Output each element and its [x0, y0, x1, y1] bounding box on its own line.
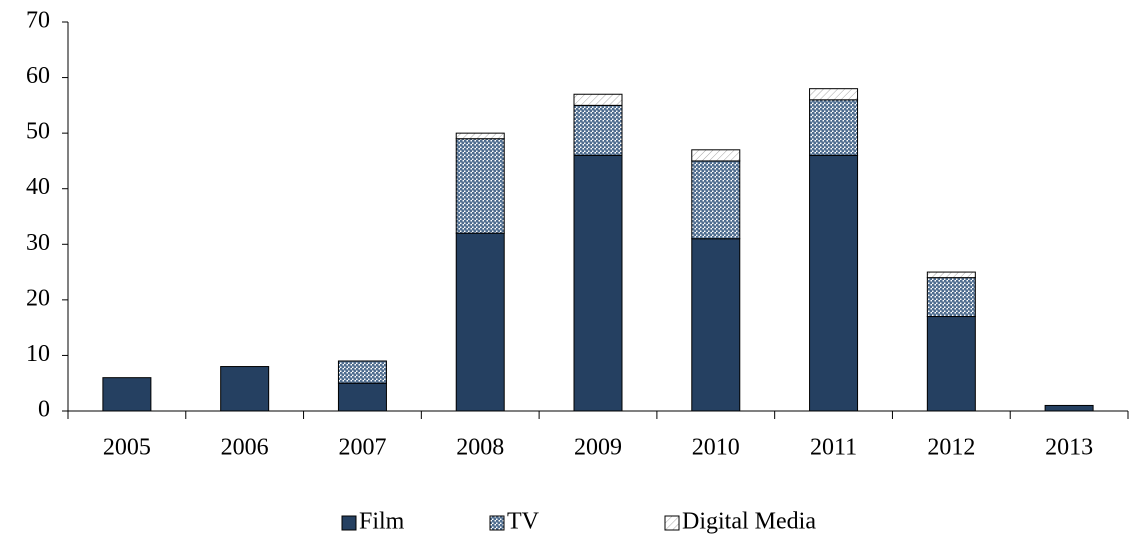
bar-segment [809, 99, 859, 156]
x-tick-label: 2011 [810, 435, 857, 461]
legend-swatch [664, 515, 680, 531]
bar-segment [691, 160, 741, 240]
bar-segment [455, 138, 505, 234]
x-tick-label: 2007 [338, 435, 386, 461]
bar-segment [926, 277, 976, 318]
bar-segment [220, 366, 270, 412]
bar-segment [455, 132, 505, 140]
y-tick-label: 70 [26, 8, 50, 34]
x-tick-label: 2013 [1045, 435, 1093, 461]
bar-segment [573, 154, 623, 412]
x-tick-label: 2005 [103, 435, 151, 461]
x-tick-label: 2010 [692, 435, 740, 461]
bar-segment [573, 93, 623, 106]
bar-segment [691, 149, 741, 162]
legend-label: Film [359, 509, 405, 535]
x-tick-label: 2012 [927, 435, 975, 461]
y-tick-label: 10 [26, 341, 50, 367]
bar-segment [102, 377, 152, 412]
y-tick-label: 30 [26, 230, 50, 256]
legend-swatch [489, 515, 505, 531]
bar-segment [455, 232, 505, 412]
legend-label: Digital Media [682, 509, 816, 535]
y-tick-label: 0 [38, 397, 50, 423]
x-tick-label: 2006 [221, 435, 269, 461]
bar-segment [809, 88, 859, 101]
y-tick-label: 60 [26, 63, 50, 89]
x-tick-label: 2008 [456, 435, 504, 461]
y-tick-label: 20 [26, 285, 50, 311]
bar-segment [926, 316, 976, 412]
x-tick-label: 2009 [574, 435, 622, 461]
bar-segment [809, 154, 859, 412]
legend-swatch [341, 515, 357, 531]
bar-segment [1044, 404, 1094, 412]
bar-segment [691, 238, 741, 412]
bar-segment [337, 382, 387, 412]
y-tick-label: 40 [26, 174, 50, 200]
bar-segment [926, 271, 976, 279]
bar-segment [337, 360, 387, 384]
legend-label: TV [507, 509, 540, 535]
bar-segment [573, 104, 623, 156]
y-tick-label: 50 [26, 119, 50, 145]
